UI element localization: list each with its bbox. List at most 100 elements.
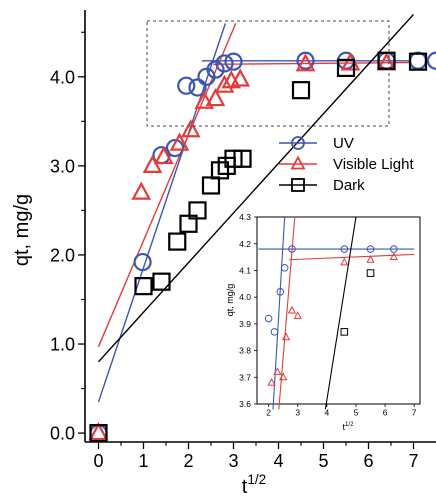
x-axis-label-sup: 1/2 <box>345 421 354 428</box>
data-point-triangle <box>180 119 201 138</box>
data-point-circle <box>340 245 349 253</box>
data-point-triangle <box>267 377 276 386</box>
data-point-square <box>340 328 349 336</box>
x-axis-label: t1/2 <box>342 421 354 432</box>
data-point-triangle <box>131 181 152 200</box>
data-point-triangle <box>273 367 282 375</box>
data-point-circle <box>165 138 185 158</box>
fit-line-triangle <box>213 61 410 66</box>
legend-label: UV <box>333 135 354 152</box>
data-point-circle <box>390 245 398 253</box>
data-point-triangle <box>214 74 235 93</box>
data-point-triangle <box>389 252 398 261</box>
x-tick-label: 3 <box>295 408 300 418</box>
data-point-square <box>134 277 153 296</box>
fit-line-square <box>97 13 415 363</box>
data-point-circle <box>280 263 289 272</box>
data-point-square <box>210 161 230 180</box>
data-point-triangle <box>279 372 288 381</box>
data-point-triangle <box>281 332 291 341</box>
legend-marker-triangle <box>290 155 306 170</box>
x-tick-label: 7 <box>412 408 417 418</box>
data-point-circle <box>177 76 196 95</box>
data-point-square <box>89 423 108 443</box>
inset-plot: 2 3 4 5 6 7 3.6 3.7 3.8 3.9 4.0 4.1 4.2 4.3 t1/2 qt, mg… <box>225 212 421 432</box>
y-tick-label: 3.9 <box>239 319 251 329</box>
x-tick-label: 5 <box>318 451 328 471</box>
data-point-square <box>291 81 311 100</box>
data-point-square <box>188 201 207 220</box>
data-point-triangle <box>295 53 316 72</box>
data-point-triangle <box>88 421 109 441</box>
y-tick-label: 4.0 <box>50 67 75 87</box>
y-tick-label: 4.1 <box>239 265 251 275</box>
data-point-circle <box>296 51 315 70</box>
y-tick-label: 3.7 <box>239 372 251 382</box>
data-point-triangle <box>142 154 163 173</box>
legend-marker-square <box>291 178 305 192</box>
y-tick-label: 2.0 <box>50 245 75 265</box>
x-tick-label: 2 <box>266 408 271 418</box>
y-tick-label: 3.6 <box>239 399 251 409</box>
data-point-circle <box>408 51 428 70</box>
y-tick-label: 4.2 <box>239 239 251 249</box>
fit-line-triangle <box>97 23 237 347</box>
y-tick-label: 0.0 <box>50 424 75 444</box>
x-axis-label-sup: 1/2 <box>247 472 266 487</box>
data-point-circle <box>264 314 273 323</box>
legend-label: Visible Light <box>333 156 414 173</box>
fit-line-square <box>324 216 357 410</box>
legend-label: Dark <box>333 177 365 194</box>
data-point-square <box>377 51 396 70</box>
x-tick-label: 6 <box>383 408 388 418</box>
y-tick-label: 3.8 <box>239 346 251 356</box>
zoom-region-box <box>146 20 390 127</box>
data-point-circle <box>206 60 225 79</box>
data-point-square <box>408 52 428 71</box>
legend: UV Visible Light Dark <box>279 135 414 194</box>
data-point-circle <box>270 328 279 336</box>
data-point-circle <box>276 288 285 296</box>
data-point-square <box>168 232 187 251</box>
data-point-triangle <box>153 145 174 165</box>
data-point-square <box>201 176 221 195</box>
data-point-square <box>366 269 375 277</box>
y-axis-label: qt, mg/g <box>11 194 33 266</box>
plot-frame <box>256 216 421 405</box>
data-point-circle <box>366 245 375 253</box>
data-point-square <box>336 58 356 77</box>
y-tick-label: 3.0 <box>50 156 75 176</box>
x-tick-label: 2 <box>183 451 193 471</box>
data-point-triangle <box>366 255 375 263</box>
data-point-triangle <box>340 257 349 266</box>
data-point-circle <box>426 51 436 70</box>
legend-marker-circle <box>291 136 305 150</box>
data-point-triangle <box>287 305 297 314</box>
data-point-circle <box>224 52 243 71</box>
x-tick-label: 3 <box>228 451 238 471</box>
data-point-circle <box>288 245 296 253</box>
x-tick-label: 5 <box>354 408 359 418</box>
data-point-circle <box>188 78 207 97</box>
data-point-triangle <box>205 87 226 107</box>
data-point-triangle <box>230 68 251 87</box>
x-axis-label: t1/2 <box>242 472 266 498</box>
data-point-square <box>233 149 252 168</box>
y-axis-label: qt, mg/g <box>225 284 235 317</box>
x-tick-label: 4 <box>324 408 329 418</box>
x-tick-label: 0 <box>93 451 103 471</box>
data-point-triangle <box>169 132 190 151</box>
data-point-triangle <box>293 311 302 319</box>
data-point-circle <box>215 54 234 73</box>
y-tick-label: 1.0 <box>50 335 75 355</box>
x-tick-label: 6 <box>363 451 373 471</box>
x-tick-label: 4 <box>273 451 283 471</box>
data-point-circle <box>133 252 152 272</box>
y-tick-label: 4.3 <box>239 212 251 222</box>
data-point-square <box>152 272 171 291</box>
data-point-triangle <box>194 90 215 109</box>
main-plot: 0 1 2 3 4 5 6 7 0.0 1.0 2.0 3.0 4.0 t1/2 qt, mg/g <box>11 10 436 498</box>
x-tick-label: 1 <box>138 451 148 471</box>
x-tick-label: 7 <box>408 451 418 471</box>
